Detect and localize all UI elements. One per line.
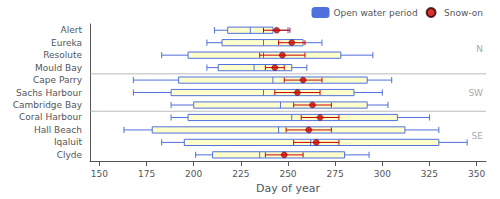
svg-text:150: 150 (91, 169, 108, 179)
svg-text:Sachs Harbour: Sachs Harbour (16, 88, 82, 98)
svg-text:N: N (476, 44, 483, 54)
svg-text:200: 200 (185, 169, 202, 179)
svg-text:275: 275 (327, 169, 344, 179)
svg-text:Hall Beach: Hall Beach (34, 125, 82, 135)
svg-text:325: 325 (421, 169, 438, 179)
svg-text:Cambridge Bay: Cambridge Bay (13, 100, 83, 110)
svg-text:Snow-on: Snow-on (444, 8, 483, 18)
svg-text:Eureka: Eureka (51, 38, 82, 48)
svg-text:Resolute: Resolute (43, 50, 82, 60)
svg-text:Iqaluit: Iqaluit (54, 137, 83, 147)
svg-text:Day of year: Day of year (256, 182, 320, 195)
svg-text:Cape Parry: Cape Parry (33, 75, 83, 85)
svg-text:175: 175 (138, 169, 155, 179)
svg-text:Coral Harbour: Coral Harbour (19, 112, 82, 122)
svg-text:Mould Bay: Mould Bay (35, 63, 83, 73)
svg-text:Alert: Alert (61, 25, 83, 35)
svg-text:SW: SW (468, 88, 483, 98)
svg-text:Clyde: Clyde (57, 150, 83, 160)
svg-text:225: 225 (232, 169, 249, 179)
svg-text:300: 300 (374, 169, 391, 179)
svg-text:250: 250 (279, 169, 296, 179)
svg-text:Open water period: Open water period (334, 8, 418, 18)
svg-text:350: 350 (468, 169, 485, 179)
svg-text:SE: SE (472, 131, 484, 141)
